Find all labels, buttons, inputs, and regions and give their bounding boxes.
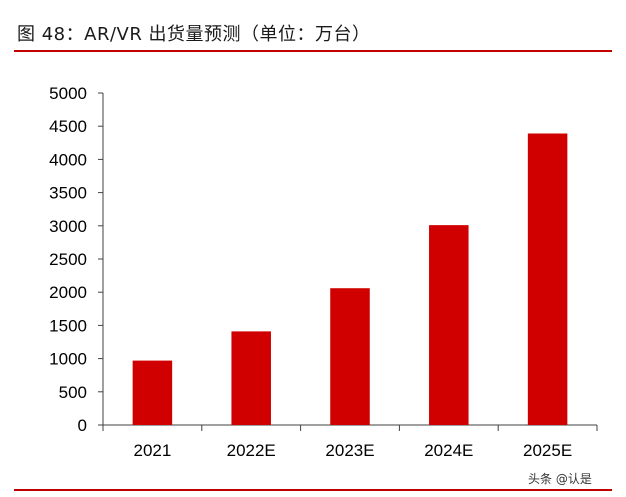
bar-2025E — [527, 133, 568, 425]
bars — [132, 133, 568, 425]
y-tick-label: 2000 — [49, 283, 87, 302]
x-tick-label: 2024E — [424, 441, 473, 460]
y-tick-label: 2500 — [49, 250, 87, 269]
bar-2023E — [330, 288, 370, 425]
y-tick-label: 1500 — [49, 316, 87, 335]
bar-2022E — [231, 331, 271, 425]
chart-title: 图 48：AR/VR 出货量预测（单位：万台） — [17, 24, 371, 45]
bottom-rule — [14, 489, 612, 491]
x-tick-label: 2023E — [325, 441, 374, 460]
top-rule — [14, 50, 612, 52]
y-tick-label: 0 — [78, 416, 87, 435]
y-tick-label: 4500 — [49, 117, 87, 136]
x-tick-label: 2025E — [523, 441, 572, 460]
y-tick-label: 500 — [59, 383, 87, 402]
x-tick-label: 2022E — [227, 441, 276, 460]
x-axis: 2021 2022E 2023E 2024E 2025E — [102, 424, 598, 460]
y-tick-label: 4000 — [49, 150, 87, 169]
y-tick-label: 3000 — [49, 217, 87, 236]
y-tick-label: 5000 — [49, 84, 87, 103]
bar-2021 — [132, 360, 173, 425]
x-tick-label: 2021 — [133, 441, 171, 460]
y-axis: 0 500 1000 1500 2000 2500 3000 3500 4000 4500 5000 — [49, 84, 104, 435]
bar-2024E — [429, 225, 469, 425]
y-tick-label: 3500 — [49, 184, 87, 203]
watermark-text: 头条 @认是 — [528, 472, 592, 486]
y-tick-label: 1000 — [49, 350, 87, 369]
